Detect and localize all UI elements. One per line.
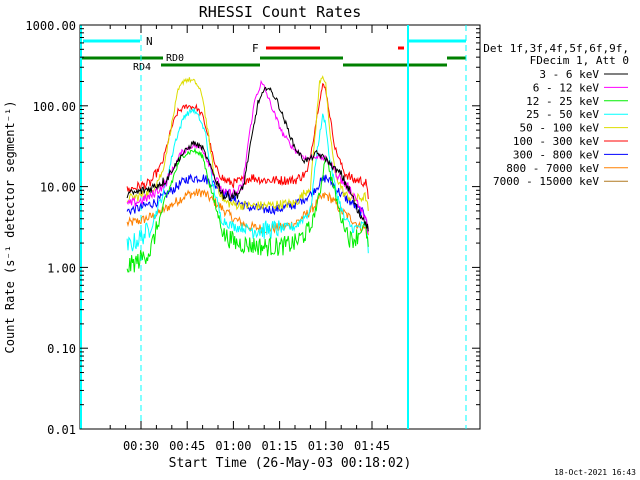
legend-header-2: FDecim 1, Att 0 [530, 54, 629, 67]
series-line-50-100-keV [126, 75, 369, 211]
y-tick-label: 0.01 [47, 423, 76, 437]
legend-label: 50 - 100 keV [520, 122, 600, 135]
x-tick-label: 00:30 [123, 439, 159, 453]
footer-timestamp: 18-Oct-2021 16:43 [554, 468, 636, 477]
x-axis-label: Start Time (26-May-03 00:18:02) [169, 456, 412, 471]
series-layer [126, 75, 369, 273]
y-tick-label: 100.00 [33, 100, 76, 114]
flare-label: F [252, 42, 259, 55]
x-axis: 00:30 00:45 01:00 01:15 01:30 01:45 [109, 25, 390, 453]
legend-label: 6 - 12 keV [533, 81, 600, 94]
legend-label: 800 - 7000 keV [506, 162, 599, 175]
legend: Det 1f,3f,4f,5f,6f,9f, FDecim 1, Att 0 3… [483, 42, 629, 188]
status-bars: N F RD4 RD0 [81, 35, 466, 73]
y-tick-label: 0.10 [47, 342, 76, 356]
legend-label: 3 - 6 keV [539, 68, 599, 81]
y-tick-label: 10.00 [40, 181, 76, 195]
legend-header-1: Det 1f,3f,4f,5f,6f,9f, [483, 42, 629, 55]
chart-title: RHESSI Count Rates [199, 3, 362, 21]
series-line-3-6-keV [126, 86, 369, 232]
x-tick-label: 01:45 [354, 439, 390, 453]
x-tick-label: 01:00 [215, 439, 251, 453]
x-tick-label: 01:15 [262, 439, 298, 453]
x-tick-label: 01:30 [308, 439, 344, 453]
legend-label: 7000 - 15000 keV [493, 175, 599, 188]
night-label: N [146, 35, 153, 48]
y-axis: 1000.00 100.00 10.00 1.00 0.10 0.01 [25, 19, 480, 437]
y-tick-label: 1.00 [47, 261, 76, 275]
legend-label: 25 - 50 keV [526, 108, 599, 121]
rd4-label: RD4 [133, 62, 151, 73]
rd0-label: RD0 [166, 53, 184, 64]
y-axis-label: Count Rate (s⁻¹ detector segment⁻¹) [3, 101, 17, 354]
y-tick-label: 1000.00 [25, 19, 76, 33]
legend-label: 100 - 300 keV [513, 135, 599, 148]
legend-label: 300 - 800 keV [513, 148, 599, 161]
legend-label: 12 - 25 keV [526, 95, 599, 108]
night-markers [80, 25, 467, 429]
x-tick-label: 00:45 [169, 439, 205, 453]
